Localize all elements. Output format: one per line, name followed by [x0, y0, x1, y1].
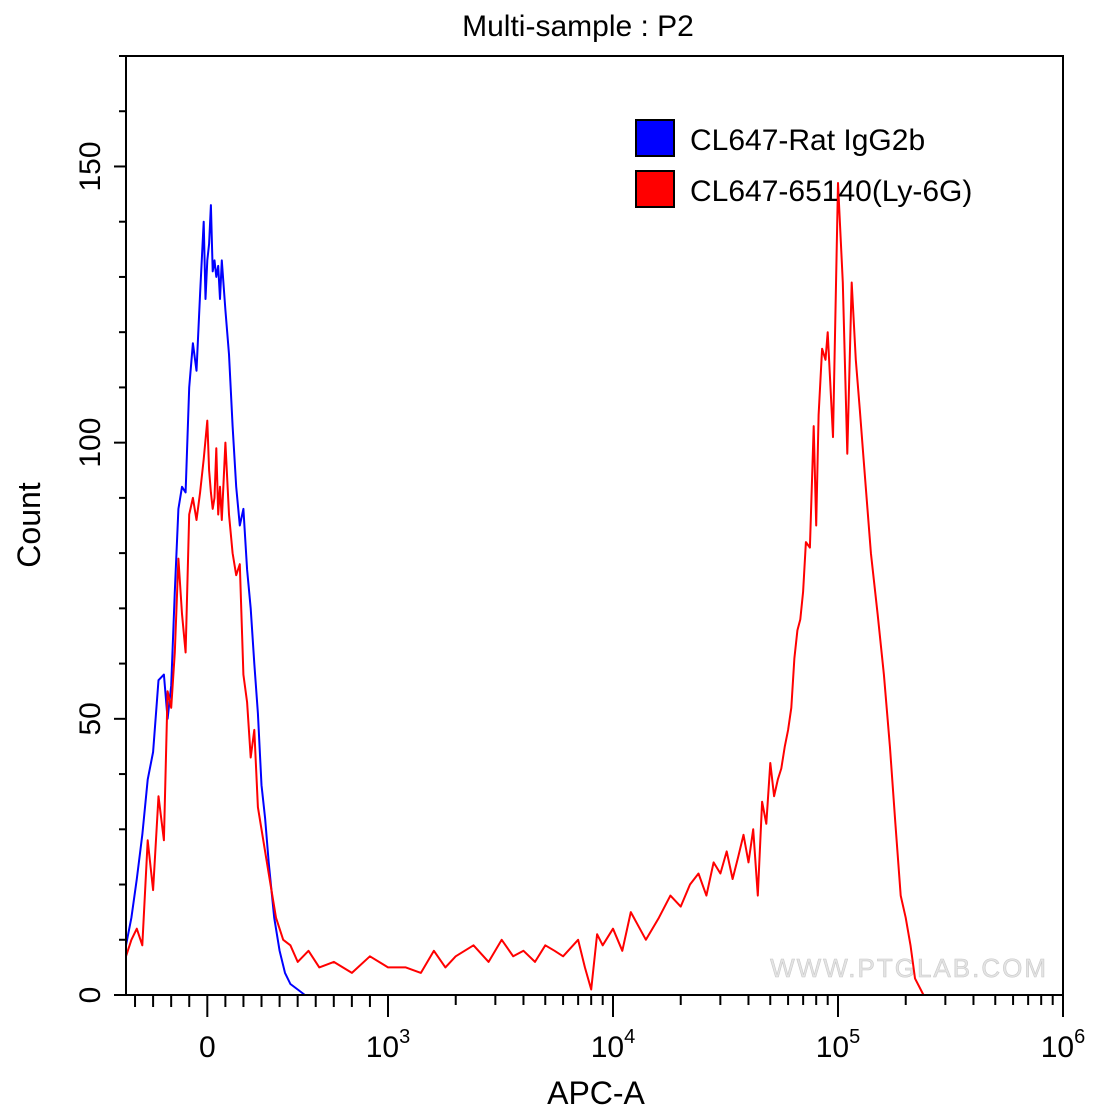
plot-frame	[125, 55, 1064, 996]
legend-label-1: CL647-65140(Ly-6G)	[690, 175, 972, 208]
y-axis-label: Count	[11, 482, 47, 568]
legend-swatch-0	[635, 119, 675, 157]
chart-title: Multi-sample : P2	[462, 10, 694, 43]
legend-label-0: CL647-Rat IgG2b	[690, 124, 925, 157]
watermark: WWW.PTGLAB.COM	[770, 953, 1048, 984]
y-tick-label: 100	[74, 418, 107, 468]
series-group	[125, 182, 928, 996]
y-axis: 0 50 100 150	[74, 55, 126, 1004]
legend-swatch-1	[635, 170, 675, 208]
x-tick-label: 105	[816, 1026, 861, 1064]
watermark-text: WWW.PTGLAB.COM	[770, 953, 1048, 983]
legend: CL647-Rat IgG2b CL647-65140(Ly-6G)	[635, 119, 972, 208]
y-tick-label: 50	[74, 702, 107, 735]
x-axis: 0 103 104 105 106	[134, 995, 1086, 1064]
x-axis-label: APC-A	[547, 1075, 645, 1111]
x-tick-label: 106	[1041, 1026, 1086, 1064]
x-tick-label: 0	[199, 1031, 216, 1064]
y-tick-label: 150	[74, 141, 107, 191]
series-line-0	[125, 204, 388, 996]
series-line-1	[125, 182, 928, 996]
x-tick-label: 103	[366, 1026, 411, 1064]
y-tick-label: 0	[74, 987, 107, 1004]
x-tick-label: 104	[591, 1026, 636, 1064]
